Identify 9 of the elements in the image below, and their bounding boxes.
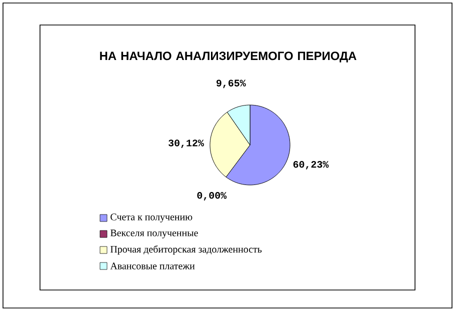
legend-label: Счета к получению	[110, 214, 192, 222]
legend-label: Прочая дебиторская задолженность	[110, 245, 262, 255]
chart-title: НА НАЧАЛО АНАЛИЗИРУЕМОГО ПЕРИОДА	[100, 52, 356, 62]
data-label: 30,12%	[168, 140, 204, 148]
data-label: 60,23%	[293, 160, 329, 170]
legend-label: Авансовые платежи	[110, 262, 195, 270]
legend-label: Векселя полученные	[110, 230, 198, 238]
data-label: 9,65%	[216, 80, 246, 88]
text: 0,00%	[197, 192, 227, 200]
